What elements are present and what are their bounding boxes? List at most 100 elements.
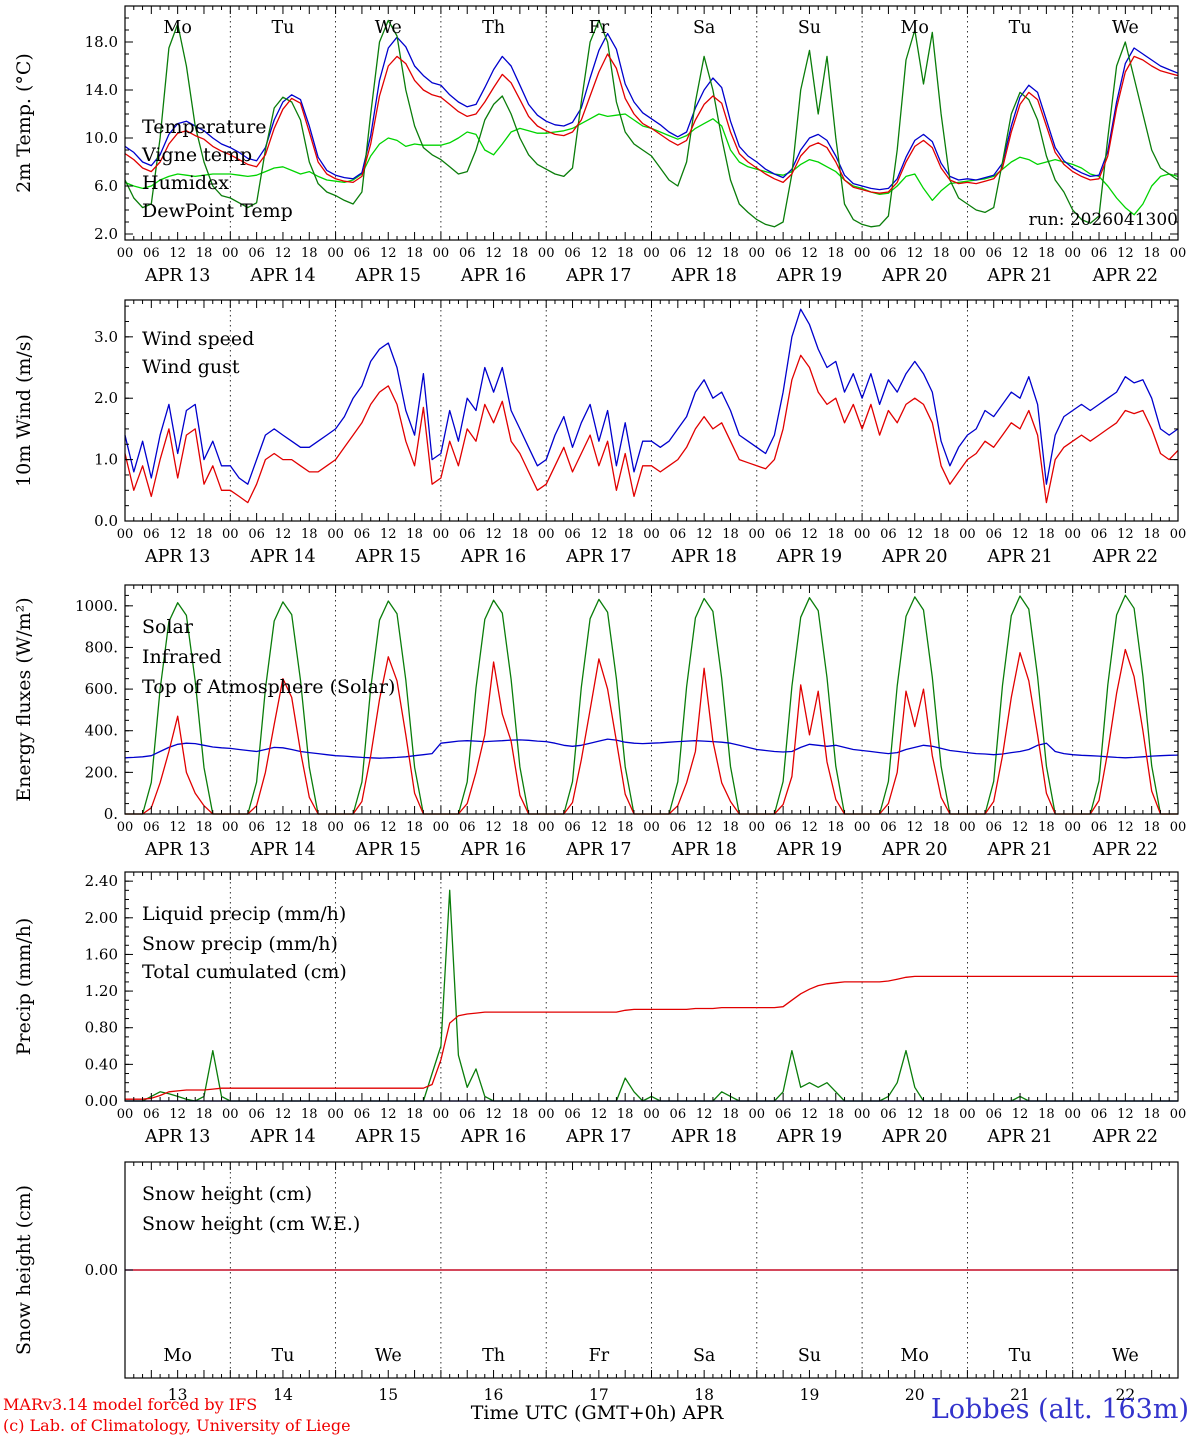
hour-tick-label: 12 — [275, 1107, 292, 1122]
day-label: APR 22 — [1092, 840, 1158, 860]
legend-temperature-3: DewPoint Temp — [142, 200, 293, 222]
day-label: APR 22 — [1092, 1127, 1158, 1147]
hour-tick-label: 06 — [248, 1107, 265, 1122]
weekday-label-top: Sa — [693, 18, 715, 38]
hour-tick-label: 06 — [985, 246, 1002, 261]
series-solar — [125, 648, 1178, 815]
day-label: APR 19 — [776, 1127, 842, 1147]
weekday-label-bottom: Su — [798, 1346, 821, 1366]
day-label: APR 21 — [986, 840, 1052, 860]
weekday-label-bottom: Tu — [1009, 1346, 1032, 1366]
legend-temperature-1: Vigne temp — [141, 144, 252, 166]
hour-tick-label: 12 — [1012, 820, 1029, 835]
hour-tick-label: 18 — [617, 246, 634, 261]
day-label: APR 15 — [355, 266, 421, 286]
day-label: APR 14 — [249, 266, 315, 286]
hour-tick-label: 06 — [564, 1107, 581, 1122]
ytick-label: 0.00 — [85, 1092, 118, 1110]
hour-tick-label: 18 — [301, 527, 318, 542]
hour-tick-label: 00 — [1170, 527, 1187, 542]
day-label: APR 22 — [1092, 547, 1158, 567]
hour-tick-label: 00 — [117, 246, 134, 261]
hour-tick-label: 12 — [801, 1107, 818, 1122]
hour-tick-label: 00 — [117, 527, 134, 542]
day-label: APR 17 — [565, 266, 631, 286]
hour-tick-label: 18 — [196, 527, 213, 542]
ytick-label: 14.0 — [85, 81, 118, 99]
legend-wind-0: Wind speed — [142, 328, 254, 350]
hour-tick-label: 12 — [1117, 1107, 1134, 1122]
weekday-label-bottom: Mo — [901, 1346, 929, 1366]
legend-snow_height-0: Snow height (cm) — [142, 1183, 312, 1205]
day-label: APR 15 — [355, 840, 421, 860]
weekday-label-bottom: We — [375, 1346, 402, 1366]
day-label: APR 18 — [670, 547, 736, 567]
day-label: APR 21 — [986, 547, 1052, 567]
ytick-label: 400. — [85, 722, 118, 740]
hour-tick-label: 00 — [433, 820, 450, 835]
legend-precip-2: Total cumulated (cm) — [142, 961, 347, 983]
hour-tick-label: 00 — [538, 1107, 555, 1122]
day-label: APR 18 — [670, 266, 736, 286]
series-wind_speed — [124, 354, 1179, 504]
weekday-label-top: We — [1112, 18, 1139, 38]
hour-tick-label: 06 — [459, 246, 476, 261]
hour-tick-label: 00 — [854, 1107, 871, 1122]
hour-tick-label: 12 — [906, 527, 923, 542]
hour-tick-label: 18 — [406, 820, 423, 835]
ytick-label: 600. — [85, 680, 118, 698]
hour-tick-label: 06 — [143, 820, 160, 835]
day-label: APR 14 — [249, 547, 315, 567]
hour-tick-label: 00 — [433, 246, 450, 261]
model-credit-line1: MARv3.14 model forced by IFS — [3, 1395, 258, 1414]
day-label: APR 13 — [144, 266, 210, 286]
day-label: APR 17 — [565, 1127, 631, 1147]
hour-tick-label: 18 — [406, 246, 423, 261]
hour-tick-label: 18 — [512, 527, 529, 542]
weekday-label-bottom: Th — [482, 1346, 505, 1366]
hour-tick-label: 12 — [591, 820, 608, 835]
hour-tick-label: 00 — [959, 820, 976, 835]
weekday-label-top: Su — [798, 18, 821, 38]
ytick-label: 2.00 — [85, 909, 118, 927]
hour-tick-label: 18 — [196, 820, 213, 835]
hour-tick-label: 06 — [143, 1107, 160, 1122]
hour-tick-label: 06 — [459, 1107, 476, 1122]
hour-tick-label: 06 — [1091, 820, 1108, 835]
hour-tick-label: 06 — [143, 246, 160, 261]
hour-tick-label: 18 — [722, 1107, 739, 1122]
day-label: APR 20 — [881, 266, 947, 286]
hour-tick-label: 00 — [854, 246, 871, 261]
legend-precip-1: Snow precip (mm/h) — [142, 933, 338, 955]
hour-tick-label: 12 — [169, 246, 186, 261]
ytick-label: 0.00 — [85, 1261, 118, 1279]
hour-tick-label: 18 — [722, 527, 739, 542]
hour-tick-label: 06 — [775, 527, 792, 542]
day-label: APR 14 — [249, 840, 315, 860]
hour-tick-label: 06 — [564, 527, 581, 542]
day-label: APR 21 — [986, 1127, 1052, 1147]
hour-tick-label: 06 — [248, 820, 265, 835]
day-number-label: 18 — [694, 1386, 714, 1404]
day-number-label: 20 — [905, 1386, 925, 1404]
hour-tick-label: 12 — [275, 527, 292, 542]
hour-tick-label: 00 — [222, 1107, 239, 1122]
hour-tick-label: 06 — [670, 527, 687, 542]
hour-tick-label: 12 — [696, 820, 713, 835]
day-number-label: 19 — [800, 1386, 820, 1404]
legend-precip-0: Liquid precip (mm/h) — [142, 903, 346, 925]
ytick-label: 1.20 — [85, 982, 118, 1000]
hour-tick-label: 06 — [354, 820, 371, 835]
panel-snow_height: 0.00 Snow height (cm) Snow height (cm) Snow… — [13, 1161, 1179, 1404]
day-number-label: 15 — [378, 1386, 398, 1404]
day-label: APR 18 — [670, 840, 736, 860]
hour-tick-label: 18 — [1143, 246, 1160, 261]
weekday-label-top: Tu — [271, 18, 294, 38]
hour-tick-label: 18 — [1038, 246, 1055, 261]
hour-tick-label: 00 — [1170, 820, 1187, 835]
hour-tick-label: 06 — [1091, 527, 1108, 542]
hour-tick-label: 00 — [1170, 1107, 1187, 1122]
hour-tick-label: 12 — [169, 820, 186, 835]
hour-tick-label: 12 — [169, 527, 186, 542]
